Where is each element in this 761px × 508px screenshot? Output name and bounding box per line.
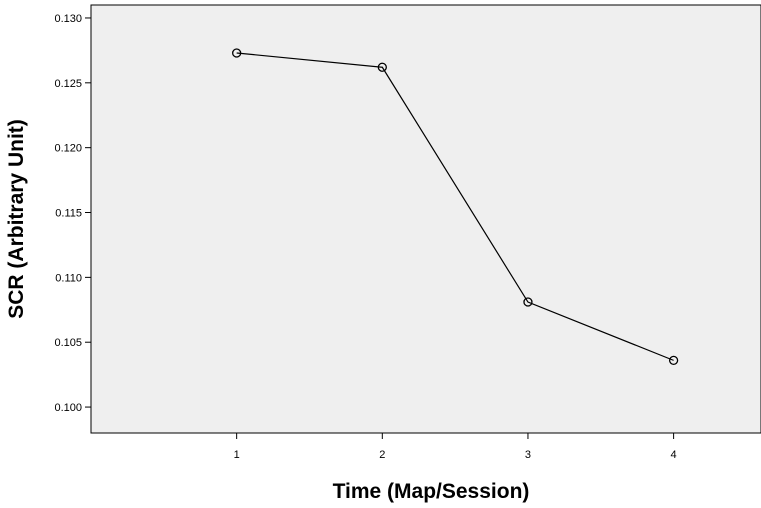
y-tick-label: 0.105 [54, 337, 82, 349]
y-tick-label: 0.115 [55, 208, 82, 220]
x-axis-title: Time (Map/Session) [333, 480, 530, 503]
y-axis-ticks: 0.100 0.105 0.110 0.115 0.120 0.125 0.130 [54, 13, 91, 414]
data-point-marker [523, 297, 533, 307]
x-tick-label: 4 [671, 449, 677, 461]
data-point-marker [668, 355, 679, 366]
y-tick-label: 0.125 [54, 78, 82, 90]
y-tick-label: 0.120 [54, 143, 82, 155]
data-point-marker [377, 62, 387, 72]
y-tick-label: 0.100 [54, 402, 82, 414]
y-tick-label: 0.110 [55, 272, 82, 284]
plot-area [90, 4, 761, 434]
x-tick-label: 1 [234, 449, 240, 461]
y-tick-label: 0.130 [54, 13, 82, 25]
x-axis-ticks: 1 2 3 4 [234, 433, 677, 461]
series-line [236, 52, 674, 361]
x-tick-label: 2 [379, 449, 385, 461]
x-tick-label: 3 [525, 449, 531, 461]
y-axis-title: SCR (Arbitrary Unit) [5, 119, 28, 319]
data-point-marker [232, 48, 242, 58]
series-layer [232, 48, 679, 366]
